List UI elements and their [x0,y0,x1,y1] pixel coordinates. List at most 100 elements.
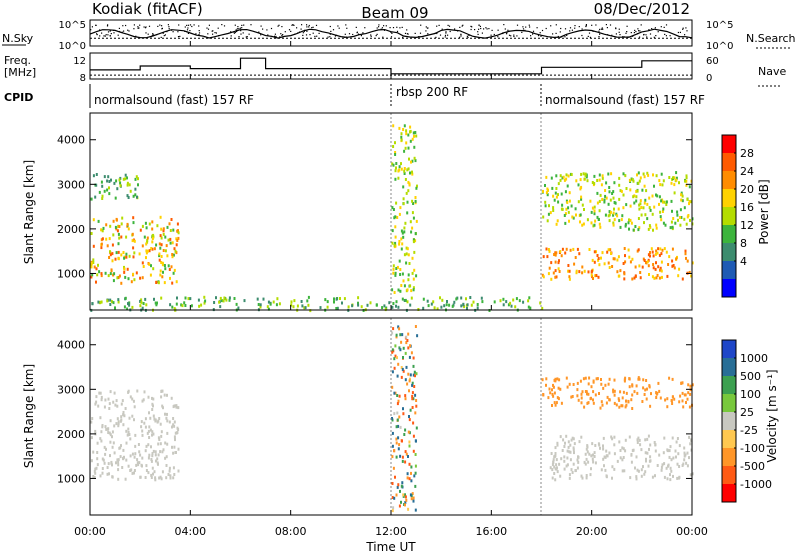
echo-cell [132,194,135,198]
echo-cell [114,257,117,261]
echo-cell [115,422,118,426]
echo-cell [218,300,221,304]
echo-cell [548,266,551,270]
echo-cell [569,443,572,447]
echo-cell [557,193,559,197]
noise-dot [490,34,492,36]
noise-dot [344,33,346,35]
echo-cell [590,454,593,458]
noise-dot [370,35,372,37]
noise-dot [564,36,566,38]
echo-cell [556,470,559,474]
noise-dot [362,32,364,34]
echo-cell [394,177,397,181]
echo-cell [125,235,128,239]
noise-dot [506,32,508,34]
echo-cell [645,261,647,264]
echo-cell [396,216,399,219]
noise-dot [266,29,268,31]
echo-cell [593,182,596,185]
echo-cell [400,247,403,251]
echo-cell [609,210,612,214]
echo-cell [512,298,515,302]
echo-cell [111,463,113,467]
echo-cell [148,262,151,266]
noise-dot [589,36,591,38]
echo-cell [662,221,665,225]
echo-cell [625,403,628,407]
echo-cell [622,390,625,394]
echo-cell [98,190,101,194]
noise-dot [595,24,597,26]
echo-cell [172,271,175,275]
echo-cell [638,264,641,268]
echo-cell [412,397,415,401]
noise-dot [399,27,401,29]
echo-cell [555,174,558,178]
echo-cell [671,395,674,399]
noise-dot [537,35,540,37]
echo-cell [96,451,99,454]
echo-cell [592,390,595,394]
echo-cell [99,416,102,420]
echo-cell [666,448,669,452]
echo-cell [120,415,123,419]
echo-cell [627,399,630,403]
echo-cell [410,479,413,483]
echo-cell [608,210,611,214]
echo-cell [394,354,397,358]
echo-cell [391,305,394,309]
echo-cell [133,418,135,422]
echo-cell [567,269,570,273]
noise-dot [545,27,547,30]
echo-cell [131,452,134,456]
echo-cell [347,305,350,309]
echo-cell [119,181,122,185]
echo-cell [546,255,549,259]
echo-cell [613,435,616,439]
echo-cell [652,254,655,258]
echo-cell [392,145,395,148]
echo-cell [115,399,118,403]
noise-dot [148,25,151,27]
echo-cell [366,303,369,307]
echo-cell [630,221,633,225]
echo-cell [395,455,398,459]
echo-cell [409,171,411,175]
noise-dot [337,25,339,27]
echo-cell [267,300,270,304]
echo-cell [391,444,394,448]
echo-cell [97,404,100,408]
noise-dot [157,25,159,27]
echo-cell [414,131,417,134]
echo-cell [618,440,621,444]
echo-cell [648,273,650,276]
echo-cell [685,461,688,465]
noise-dot [241,24,243,26]
x-axis-label: Time UT [365,540,416,554]
echo-cell [151,396,153,400]
echo-cell [604,383,607,387]
echo-cell [146,236,149,240]
echo-cell [480,296,483,300]
echo-cell [112,441,115,445]
echo-cell [309,309,312,313]
noise-dot [179,35,181,37]
echo-cell [620,189,623,193]
colorbar-tick-label: 28 [740,147,754,160]
noise-dot [306,24,308,26]
echo-cell [100,430,103,434]
echo-cell [407,180,410,184]
echo-cell [123,305,126,309]
echo-cell [592,379,595,383]
echo-cell [123,270,126,274]
echo-cell [154,476,157,480]
echo-cell [664,223,667,227]
echo-cell [571,436,574,440]
freq-tick-top: 12 [73,56,86,67]
echo-cell [128,416,131,420]
echo-cell [93,265,96,269]
echo-cell [594,393,597,397]
echo-cell [301,304,304,308]
